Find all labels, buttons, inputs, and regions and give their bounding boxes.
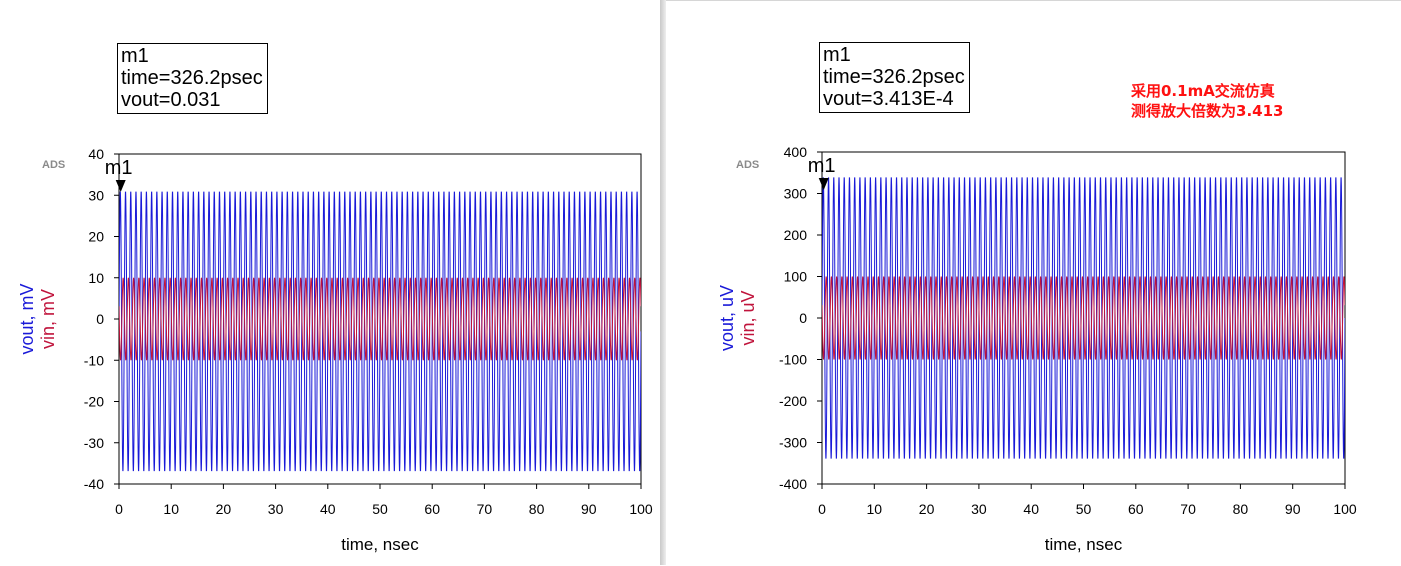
x-tick-label: 70 — [1180, 501, 1196, 517]
y-tick-label: -400 — [779, 476, 807, 492]
x-tick-label: 50 — [1076, 501, 1092, 517]
x-tick-label: 10 — [163, 501, 179, 517]
x-tick-label: 30 — [268, 501, 284, 517]
y-tick-label: -200 — [779, 393, 807, 409]
marker-label: m1 — [808, 155, 836, 177]
plot-panel-right: m1 time=326.2psec vout=3.413E-4 采用0.1mA交… — [666, 0, 1401, 566]
x-tick-label: 100 — [629, 501, 653, 517]
x-tick-label: 70 — [477, 501, 493, 517]
y-tick-label: 20 — [88, 229, 104, 245]
marker-triangle-icon — [115, 180, 126, 192]
y-tick-label: 30 — [88, 187, 104, 203]
marker-label: m1 — [105, 157, 133, 179]
y-tick-label: -300 — [779, 435, 807, 451]
x-tick-label: 80 — [529, 501, 545, 517]
x-tick-label: 20 — [216, 501, 232, 517]
y-tick-label: -20 — [84, 394, 104, 410]
marker-triangle-icon — [818, 178, 829, 190]
marker-readout-line: m1 — [121, 45, 149, 67]
x-tick-label: 40 — [1023, 501, 1039, 517]
x-tick-label: 40 — [320, 501, 336, 517]
x-tick-label: 60 — [424, 501, 440, 517]
x-tick-label: 90 — [1285, 501, 1301, 517]
gain-annotation: 采用0.1mA交流仿真 测得放大倍数为3.413 — [1131, 81, 1283, 121]
y-tick-label: 0 — [799, 310, 807, 326]
x-tick-label: 100 — [1333, 501, 1357, 517]
x-tick-label: 0 — [115, 501, 123, 517]
marker-readout-box[interactable]: m1 time=326.2psec vout=0.031 — [117, 43, 268, 114]
x-tick-label: 30 — [971, 501, 987, 517]
x-tick-label: 90 — [581, 501, 597, 517]
y-tick-label: 100 — [784, 269, 808, 285]
marker-readout-line: m1 — [823, 44, 851, 66]
marker-readout-line: time=326.2psec — [121, 67, 263, 89]
marker-readout-line: vout=0.031 — [121, 89, 221, 111]
x-axis-label: time, nsec — [341, 535, 419, 554]
y-tick-label: 40 — [88, 146, 104, 162]
y-tick-label: -100 — [779, 352, 807, 368]
y-axis-label: vout, uV — [717, 285, 737, 351]
x-tick-label: 80 — [1233, 501, 1249, 517]
marker-readout-line: time=326.2psec — [823, 66, 965, 88]
y-tick-label: 400 — [784, 144, 808, 160]
x-tick-label: 60 — [1128, 501, 1144, 517]
annotation-line: 测得放大倍数为3.413 — [1131, 102, 1284, 120]
y-tick-label: 300 — [784, 186, 808, 202]
y-axis-label: vout, mV — [17, 283, 37, 354]
y-tick-label: 0 — [96, 311, 104, 327]
y-tick-label: -40 — [84, 476, 104, 492]
x-tick-label: 0 — [818, 501, 826, 517]
y-tick-label: -10 — [84, 352, 104, 368]
chart-right: ADS 400 300 200 100 0 -100 -200 -300 -400 0 10 20 30 4… — [717, 144, 1357, 554]
marker-readout-line: vout=3.413E-4 — [823, 88, 954, 110]
x-tick-label: 20 — [919, 501, 935, 517]
x-tick-label: 50 — [372, 501, 388, 517]
series-line-vin — [119, 277, 641, 361]
y-tick-label: 200 — [784, 227, 808, 243]
y-axis-label: vin, uV — [738, 290, 758, 345]
series-line-vin — [822, 276, 1345, 360]
x-axis-label: time, nsec — [1045, 535, 1123, 554]
ads-logo: ADS — [42, 159, 65, 171]
x-tick-label: 10 — [867, 501, 883, 517]
ads-logo: ADS — [736, 159, 759, 171]
plot-panel-left: m1 time=326.2psec vout=0.031 ADS 40 30 20 10… — [0, 0, 662, 565]
y-axis-label: vin, mV — [38, 289, 58, 349]
y-tick-label: 10 — [88, 270, 104, 286]
panel-divider — [660, 0, 666, 565]
y-tick-label: -30 — [84, 435, 104, 451]
annotation-line: 采用0.1mA交流仿真 — [1131, 82, 1275, 100]
marker-readout-box[interactable]: m1 time=326.2psec vout=3.413E-4 — [819, 42, 970, 113]
series-line-vout — [119, 191, 641, 472]
